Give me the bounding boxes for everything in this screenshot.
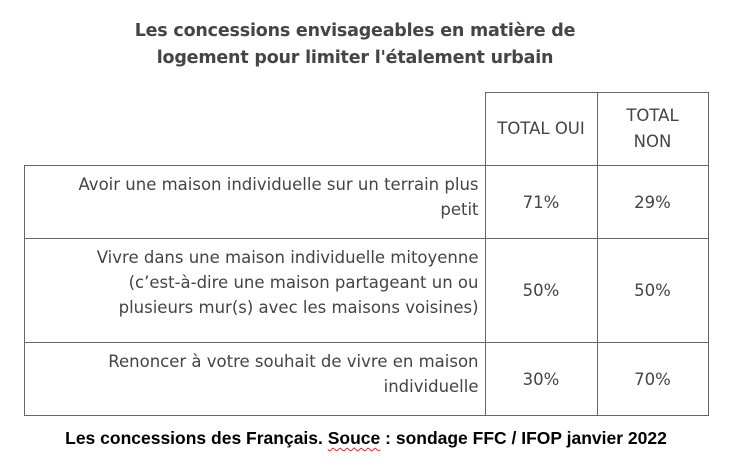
table-row: Avoir une maison individuelle sur un ter… xyxy=(24,165,709,239)
chart-title-line: logement pour limiter l'étalement urbain xyxy=(156,48,554,68)
row-label-line: Vivre dans une maison individuelle mitoy… xyxy=(96,248,479,267)
table-header-row: TOTAL OUI TOTAL NON xyxy=(24,92,709,166)
row-label-line: Renoncer à votre souhait de vivre en mai… xyxy=(108,352,479,371)
caption-source-text: : sondage FFC / IFOP janvier 2022 xyxy=(380,428,667,448)
row-label-line: individuelle xyxy=(383,377,479,396)
row-label-line: petit xyxy=(440,200,479,219)
row-label: Renoncer à votre souhait de vivre en mai… xyxy=(24,342,486,416)
caption-misspelled-word: Souce xyxy=(327,428,381,448)
row-label-line: plusieurs mur(s) avec les maisons voisin… xyxy=(118,298,479,317)
row-label-line: Avoir une maison individuelle sur un ter… xyxy=(78,175,479,194)
table-row: Vivre dans une maison individuelle mitoy… xyxy=(24,238,709,343)
concessions-table: TOTAL OUI TOTAL NON Avoir une maison indi… xyxy=(24,92,709,416)
cell-total-non: 70% xyxy=(596,342,709,416)
chart-title: Les concessions envisageables en matière… xyxy=(0,18,710,72)
caption-text: Les concessions des Français. xyxy=(65,428,328,448)
row-label: Avoir une maison individuelle sur un ter… xyxy=(24,165,486,239)
cell-total-oui: 30% xyxy=(484,342,598,416)
column-header-total-non: TOTAL NON xyxy=(596,92,709,166)
table-corner xyxy=(24,92,486,166)
cell-total-oui: 50% xyxy=(484,238,598,343)
column-header-total-non-line-1: TOTAL xyxy=(626,106,679,125)
column-header-total-non-line-2: NON xyxy=(633,132,672,151)
cell-total-non: 29% xyxy=(596,165,709,239)
source-caption: Les concessions des Français. Souce : so… xyxy=(0,428,732,449)
column-header-total-oui: TOTAL OUI xyxy=(484,92,598,166)
row-label: Vivre dans une maison individuelle mitoy… xyxy=(24,238,486,343)
table-row: Renoncer à votre souhait de vivre en mai… xyxy=(24,342,709,416)
cell-total-non: 50% xyxy=(596,238,709,343)
row-label-line: (c’est-à-dire une maison partageant un o… xyxy=(128,273,479,292)
chart-title-line: Les concessions envisageables en matière… xyxy=(134,21,576,41)
cell-total-oui: 71% xyxy=(484,165,598,239)
